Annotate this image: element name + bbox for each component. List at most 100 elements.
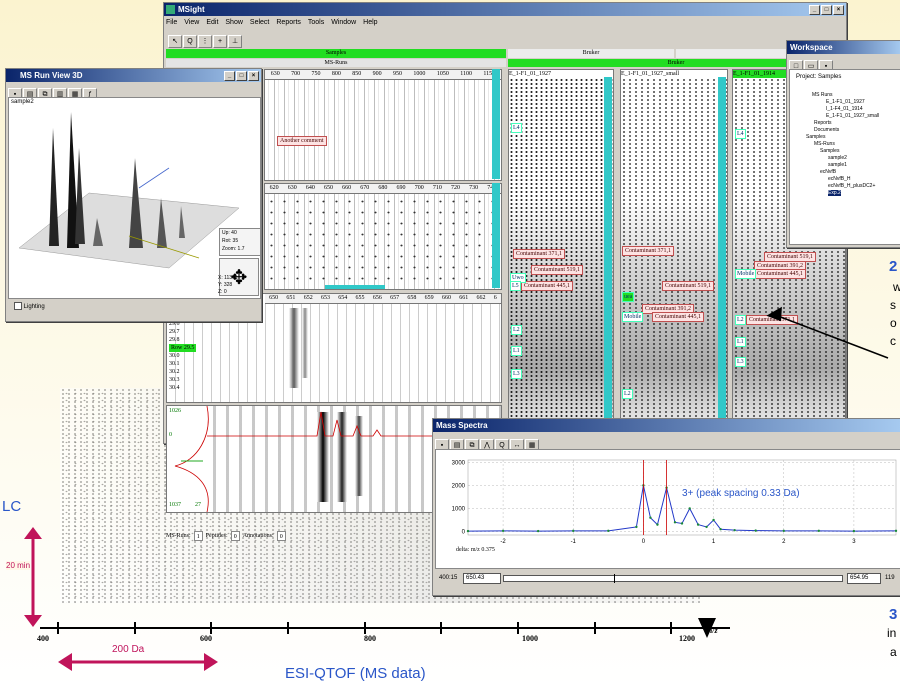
marker-l2[interactable]: L2 (735, 315, 746, 325)
menu-file[interactable]: File (166, 19, 178, 26)
lc-arrow (24, 527, 42, 627)
marker-uea[interactable]: uea (622, 292, 635, 302)
contaminant-label[interactable]: Contaminant 445,1 (652, 312, 704, 322)
view3d-caption-buttons: _ □ × (224, 71, 259, 81)
marker-l1[interactable]: L1 (511, 346, 522, 356)
menu-tools[interactable]: Tools (307, 19, 325, 26)
marker-mobile[interactable]: Mobile (622, 312, 644, 322)
menu-view[interactable]: View (184, 19, 200, 26)
bruker2-header: Bruker (508, 59, 844, 67)
range-left-input[interactable]: 650.43 (463, 573, 501, 584)
mz-tick-1200: 1200 (679, 634, 695, 643)
top-tick: 1150 (483, 71, 496, 77)
marker-l2[interactable]: L2 (511, 325, 522, 335)
menu-show[interactable]: Show (225, 19, 243, 26)
menu-edit[interactable]: Edit (206, 19, 219, 26)
marker-l1[interactable]: L1 (735, 337, 746, 347)
zoom-icon[interactable]: Q (183, 35, 197, 48)
lower-tick: 660 (441, 295, 451, 301)
peak-streak-2 (302, 308, 308, 378)
range-slider[interactable] (503, 574, 843, 583)
top-tick: 1050 (436, 71, 449, 77)
spectrum-point (712, 518, 715, 522)
tree-item[interactable]: E_1-F1_01_1927_small (826, 113, 880, 119)
row-label-selected[interactable]: Row 29.5 (169, 344, 197, 352)
contaminant-label[interactable]: Contaminant 519,1 (531, 265, 583, 275)
tree-item[interactable]: Samples (820, 148, 840, 154)
tree-item[interactable]: ecNvfB_H_plusDC2+ (828, 183, 876, 189)
minimize-button[interactable]: _ (809, 5, 820, 15)
marker-mobile[interactable]: Mobile (735, 269, 757, 279)
contaminant-label[interactable]: Contaminant 445,1 (754, 269, 806, 279)
marker-l2[interactable]: L2 (622, 389, 633, 399)
tree-item[interactable]: E_1-F1_01_1927 (826, 99, 865, 105)
spectra-chart: 3000 2000 1000 0 -2 -1 0 1 2 3 (452, 459, 898, 545)
tree-item[interactable]: sample2 (828, 155, 847, 161)
rotate-control[interactable]: ✥ (219, 258, 259, 296)
marker-l4[interactable]: L4 (511, 123, 522, 133)
side-text-5: in (887, 626, 897, 640)
pointer-icon[interactable]: ↖ (168, 35, 182, 48)
h-scrollbar-mid[interactable] (325, 285, 385, 289)
chrom-band-dark (317, 412, 329, 502)
range-slider-thumb[interactable] (614, 574, 615, 583)
run-tab-2[interactable]: E_1-F1_01_1927_small (621, 70, 727, 78)
grid-icon[interactable]: ⋮ (198, 35, 212, 48)
tree-item-selected[interactable]: Exp.2 (828, 190, 841, 196)
spectra-annotation: 3+ (peak spacing 0.33 Da) (682, 488, 800, 499)
maximize-button[interactable]: □ (821, 5, 832, 15)
contaminant-label[interactable]: Contaminant 371,1 (622, 246, 674, 256)
marker-l4[interactable]: L4 (735, 129, 746, 139)
tree-item[interactable]: Reports (814, 120, 832, 126)
menu-help[interactable]: Help (363, 19, 378, 26)
menu-window[interactable]: Window (331, 19, 357, 26)
tree-item[interactable]: ecNvfB (820, 169, 837, 175)
contaminant-label[interactable]: Contaminant 519,1 (662, 281, 714, 291)
scrollbar-run1[interactable] (604, 77, 612, 441)
view3d-maximize-button[interactable]: □ (236, 71, 247, 81)
tree-item[interactable]: I_1-F4_01_1914 (826, 106, 863, 112)
top-tick: 950 (393, 71, 403, 77)
lighting-checkbox[interactable] (14, 302, 22, 311)
marker-l5[interactable]: L5 (510, 281, 521, 291)
contaminant-label[interactable]: Contaminant 445,1 (521, 281, 573, 291)
lighting-checkbox-row[interactable]: Lighting (14, 302, 45, 312)
panel-mid: 620 630 640 650 660 670 680 690 700 710 720 730 740 (264, 183, 502, 290)
menu-reports[interactable]: Reports (276, 19, 301, 26)
view3d-canvas[interactable]: sample2 Up: 40 Rot: 35 Zoom: 1.7 ✥ (8, 97, 261, 299)
tree-item[interactable]: MS Runs (812, 92, 833, 98)
marker-l3[interactable]: L3 (511, 369, 522, 379)
tree-item[interactable]: ecNvfB_H (828, 176, 851, 182)
menu-select[interactable]: Select (249, 19, 270, 26)
run-tab-1[interactable]: E_1-F1_01_1927 (509, 70, 613, 78)
close-button[interactable]: × (833, 5, 844, 15)
spectrum-point (719, 528, 722, 531)
comment-label[interactable]: Another comment (277, 136, 327, 146)
lc-time-label: 20 min (6, 561, 31, 570)
scrollbar-mid[interactable] (492, 183, 500, 288)
scrollbar-run2[interactable] (718, 77, 726, 441)
marker-l3[interactable]: L3 (735, 357, 746, 367)
mz-tick-1000: 1000 (522, 634, 538, 643)
scrollbar-top[interactable] (492, 69, 500, 179)
tree-item[interactable]: Documents (814, 127, 840, 133)
mid-tick: 710 (432, 185, 442, 191)
chrom-trace (174, 406, 501, 512)
tree-item[interactable]: Samples (806, 134, 826, 140)
view3d-titlebar: MS Run View 3D _ □ × (6, 69, 261, 82)
mid-tick: 630 (287, 185, 297, 191)
crosshair-icon[interactable]: + (213, 35, 227, 48)
view3d-minimize-button[interactable]: _ (224, 71, 235, 81)
peak-icon[interactable]: ⊥ (228, 35, 242, 48)
lower-tick: 654 (338, 295, 348, 301)
spectra-delta: delta: m/z 0.375 (456, 547, 495, 553)
copy-icon[interactable]: ⧉ (465, 439, 479, 452)
view3d-close-button[interactable]: × (248, 71, 259, 81)
spectra-plot-area[interactable]: 3000 2000 1000 0 -2 -1 0 1 2 3 3+ (peak spacing 0… (435, 449, 900, 569)
tree-item[interactable]: MS-Runs (814, 141, 835, 147)
spectrum-point (466, 529, 470, 533)
range-right-input[interactable]: 654.95 (847, 573, 881, 584)
print-icon[interactable]: ▤ (450, 439, 464, 452)
contaminant-label[interactable]: Contaminant 371,1 (513, 249, 565, 259)
tree-item[interactable]: sample1 (828, 162, 847, 168)
